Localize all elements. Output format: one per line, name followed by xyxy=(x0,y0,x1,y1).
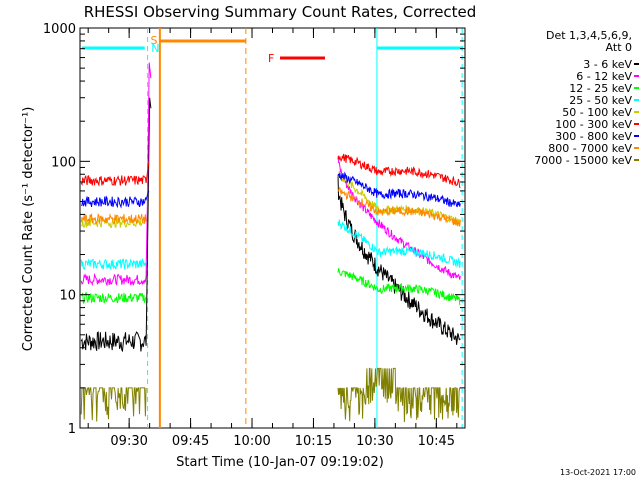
y-tick-label: 100 xyxy=(51,155,76,170)
series-layer xyxy=(80,62,461,423)
y-tick-label: 10 xyxy=(59,289,76,304)
legend-entry: 25 - 50 keV xyxy=(569,94,632,107)
series-6-12-keV-pre xyxy=(80,62,152,287)
night-label: N xyxy=(151,42,159,55)
x-tick-label: 10:00 xyxy=(233,434,270,449)
series-300-800-keV-post xyxy=(338,171,461,208)
series-25-50-keV-pre xyxy=(80,257,147,271)
x-tick-label: 10:15 xyxy=(295,434,332,449)
footer-timestamp: 13-Oct-2021 17:00 xyxy=(560,468,636,477)
series-25-50-keV-post xyxy=(337,219,461,269)
time-markers: SN F xyxy=(82,28,463,428)
chart-title: RHESSI Observing Summary Count Rates, Co… xyxy=(84,3,477,21)
series-300-800-keV-pre xyxy=(81,190,150,209)
flare-label: F xyxy=(268,52,274,65)
series-800-7000-keV-post xyxy=(337,187,461,227)
x-tick-label: 09:45 xyxy=(172,434,209,449)
y-tick-label: 1000 xyxy=(43,22,76,37)
legend-entry: 12 - 25 keV xyxy=(569,82,632,95)
legend-header: Det 1,3,4,5,6,9, xyxy=(546,29,632,42)
axes: 1 10 100 1000 09:30 09:45 10:00 10:15 10:30 10:45 xyxy=(43,22,465,449)
legend-entry: 50 - 100 keV xyxy=(562,106,632,119)
x-tick-label: 09:30 xyxy=(110,434,147,449)
plot-area xyxy=(79,27,466,429)
x-tick-label: 10:30 xyxy=(356,434,393,449)
legend-header: Att 0 xyxy=(606,41,632,54)
legend-entry: 3 - 6 keV xyxy=(583,58,632,71)
y-axis-label: Corrected Count Rate (s⁻¹ detector⁻¹) xyxy=(21,107,36,352)
legend-entry: 800 - 7000 keV xyxy=(548,142,632,155)
series-100-300-keV-pre xyxy=(80,161,150,187)
series-7000-15000-keV-pre xyxy=(80,387,147,422)
series-100-300-keV-post xyxy=(337,153,461,189)
saa-label: S xyxy=(150,34,157,47)
series-12-25-keV-pre xyxy=(81,292,147,305)
legend-entry: 6 - 12 keV xyxy=(576,70,632,83)
legend-entry: 7000 - 15000 keV xyxy=(534,154,632,167)
plot-frame xyxy=(79,27,466,429)
x-tick-label: 10:45 xyxy=(418,434,455,449)
series-7000-15000-keV-post xyxy=(337,367,461,423)
legend-entry: 100 - 300 keV xyxy=(555,118,632,131)
legend-entry: 300 - 800 keV xyxy=(555,130,632,143)
series-800-7000-keV-pre xyxy=(80,212,147,225)
series-12-25-keV-post xyxy=(337,268,461,306)
x-axis-label: Start Time (10-Jan-07 09:19:02) xyxy=(176,455,384,470)
series-3-6-keV-pre xyxy=(80,97,152,353)
y-tick-label: 1 xyxy=(68,422,76,437)
series-50-100-keV-post xyxy=(337,171,461,225)
